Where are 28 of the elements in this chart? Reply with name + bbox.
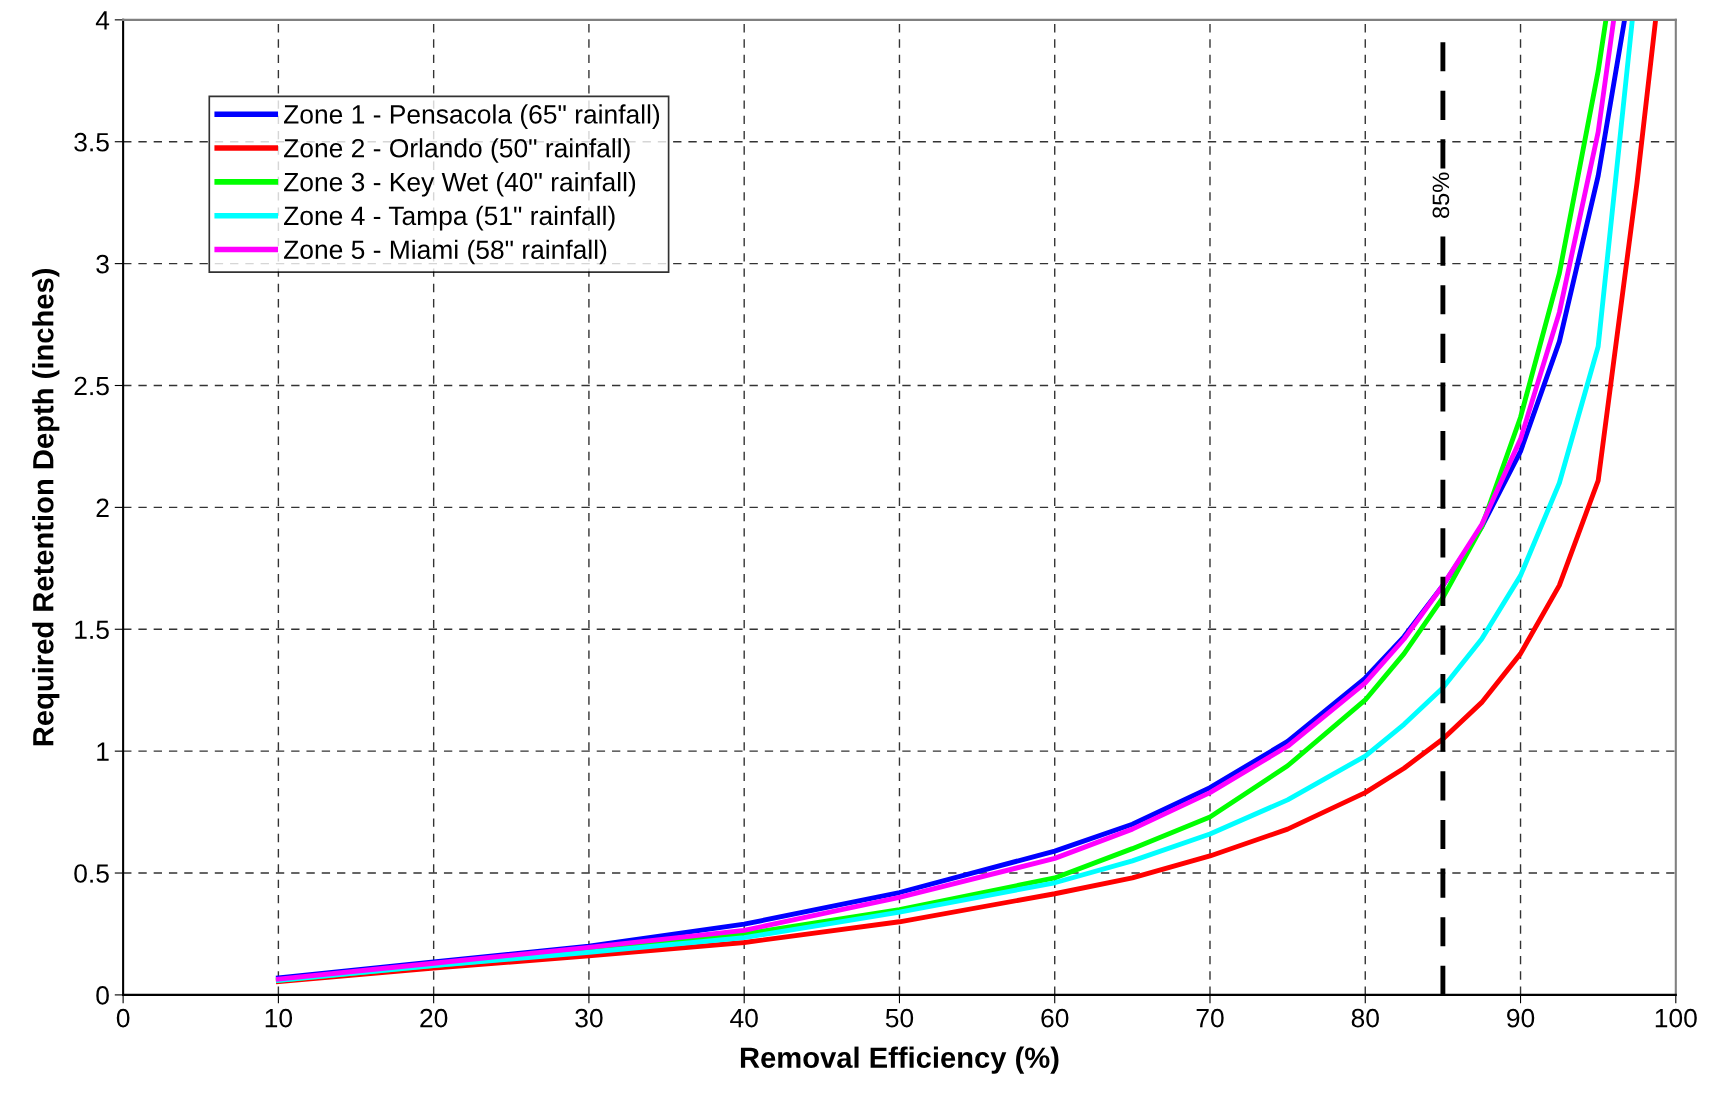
y-tick-label: 1.5 bbox=[75, 620, 109, 640]
ref-line-label: 85% bbox=[1432, 172, 1450, 218]
x-axis-title: Removal Efficiency (%) bbox=[740, 1046, 1059, 1074]
x-tick-label: 80 bbox=[1351, 1008, 1379, 1028]
legend-label: Zone 5 - Miami (58" rainfall) bbox=[284, 239, 607, 265]
y-tick-label: 0 bbox=[96, 986, 109, 1005]
x-tick-label: 50 bbox=[885, 1008, 914, 1028]
y-tick-label: 3 bbox=[96, 254, 109, 274]
legend-label: Zone 3 - Key Wet (40" rainfall) bbox=[284, 172, 636, 197]
x-tick-label: 90 bbox=[1507, 1008, 1535, 1028]
x-tick-label: 10 bbox=[265, 1008, 293, 1028]
y-axis-title: Required Retention Depth (inches) bbox=[32, 268, 60, 746]
x-tick-label: 100 bbox=[1655, 1008, 1697, 1028]
legend-label: Zone 2 - Orlando (50" rainfall) bbox=[284, 138, 630, 163]
y-tick-label: 4 bbox=[95, 11, 110, 30]
y-tick-label: 1 bbox=[97, 742, 109, 761]
y-tick-label: 0.5 bbox=[74, 864, 109, 883]
x-tick-label: 0 bbox=[116, 1008, 130, 1028]
y-tick-label: 2 bbox=[96, 498, 109, 517]
y-tick-label: 3.5 bbox=[74, 132, 109, 152]
legend-label: Zone 1 - Pensacola (65" rainfall) bbox=[284, 104, 660, 129]
x-tick-label: 60 bbox=[1041, 1008, 1069, 1028]
x-tick-label: 30 bbox=[575, 1008, 603, 1028]
y-tick-label: 2.5 bbox=[74, 376, 109, 396]
x-tick-label: 40 bbox=[730, 1008, 758, 1028]
x-tick-label: 20 bbox=[420, 1008, 448, 1028]
legend-label: Zone 4 - Tampa (51" rainfall) bbox=[284, 205, 615, 231]
x-tick-label: 70 bbox=[1196, 1008, 1224, 1028]
